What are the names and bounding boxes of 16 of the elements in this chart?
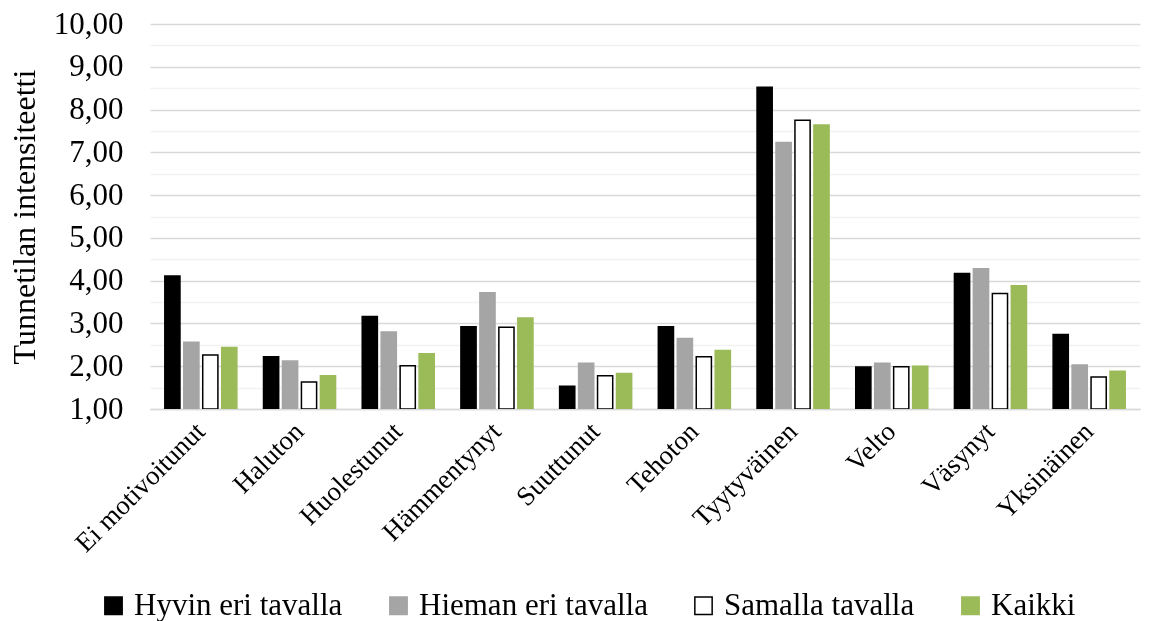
y-axis-title: Tunnetilan intensiteetti (5, 69, 42, 365)
y-tick-label: 4,00 (69, 262, 124, 298)
y-tick-label: 10,00 (53, 5, 124, 41)
y-tick-label: 2,00 (69, 347, 124, 383)
y-tick-label: 1,00 (69, 390, 124, 426)
legend-label: Samalla tavalla (724, 586, 915, 621)
y-tick-label: 8,00 (69, 91, 124, 127)
legend-label: Kaikki (991, 586, 1076, 621)
y-tick-label: 9,00 (69, 48, 124, 84)
y-tick-label: 6,00 (69, 176, 124, 212)
y-tick-label: 7,00 (69, 133, 124, 169)
y-tick-label: 3,00 (69, 304, 124, 340)
legend-label: Hyvin eri tavalla (134, 586, 343, 621)
x-tick-label: Velto (840, 416, 902, 478)
legend-label: Hieman eri tavalla (419, 586, 649, 621)
y-tick-label: 5,00 (69, 219, 124, 255)
